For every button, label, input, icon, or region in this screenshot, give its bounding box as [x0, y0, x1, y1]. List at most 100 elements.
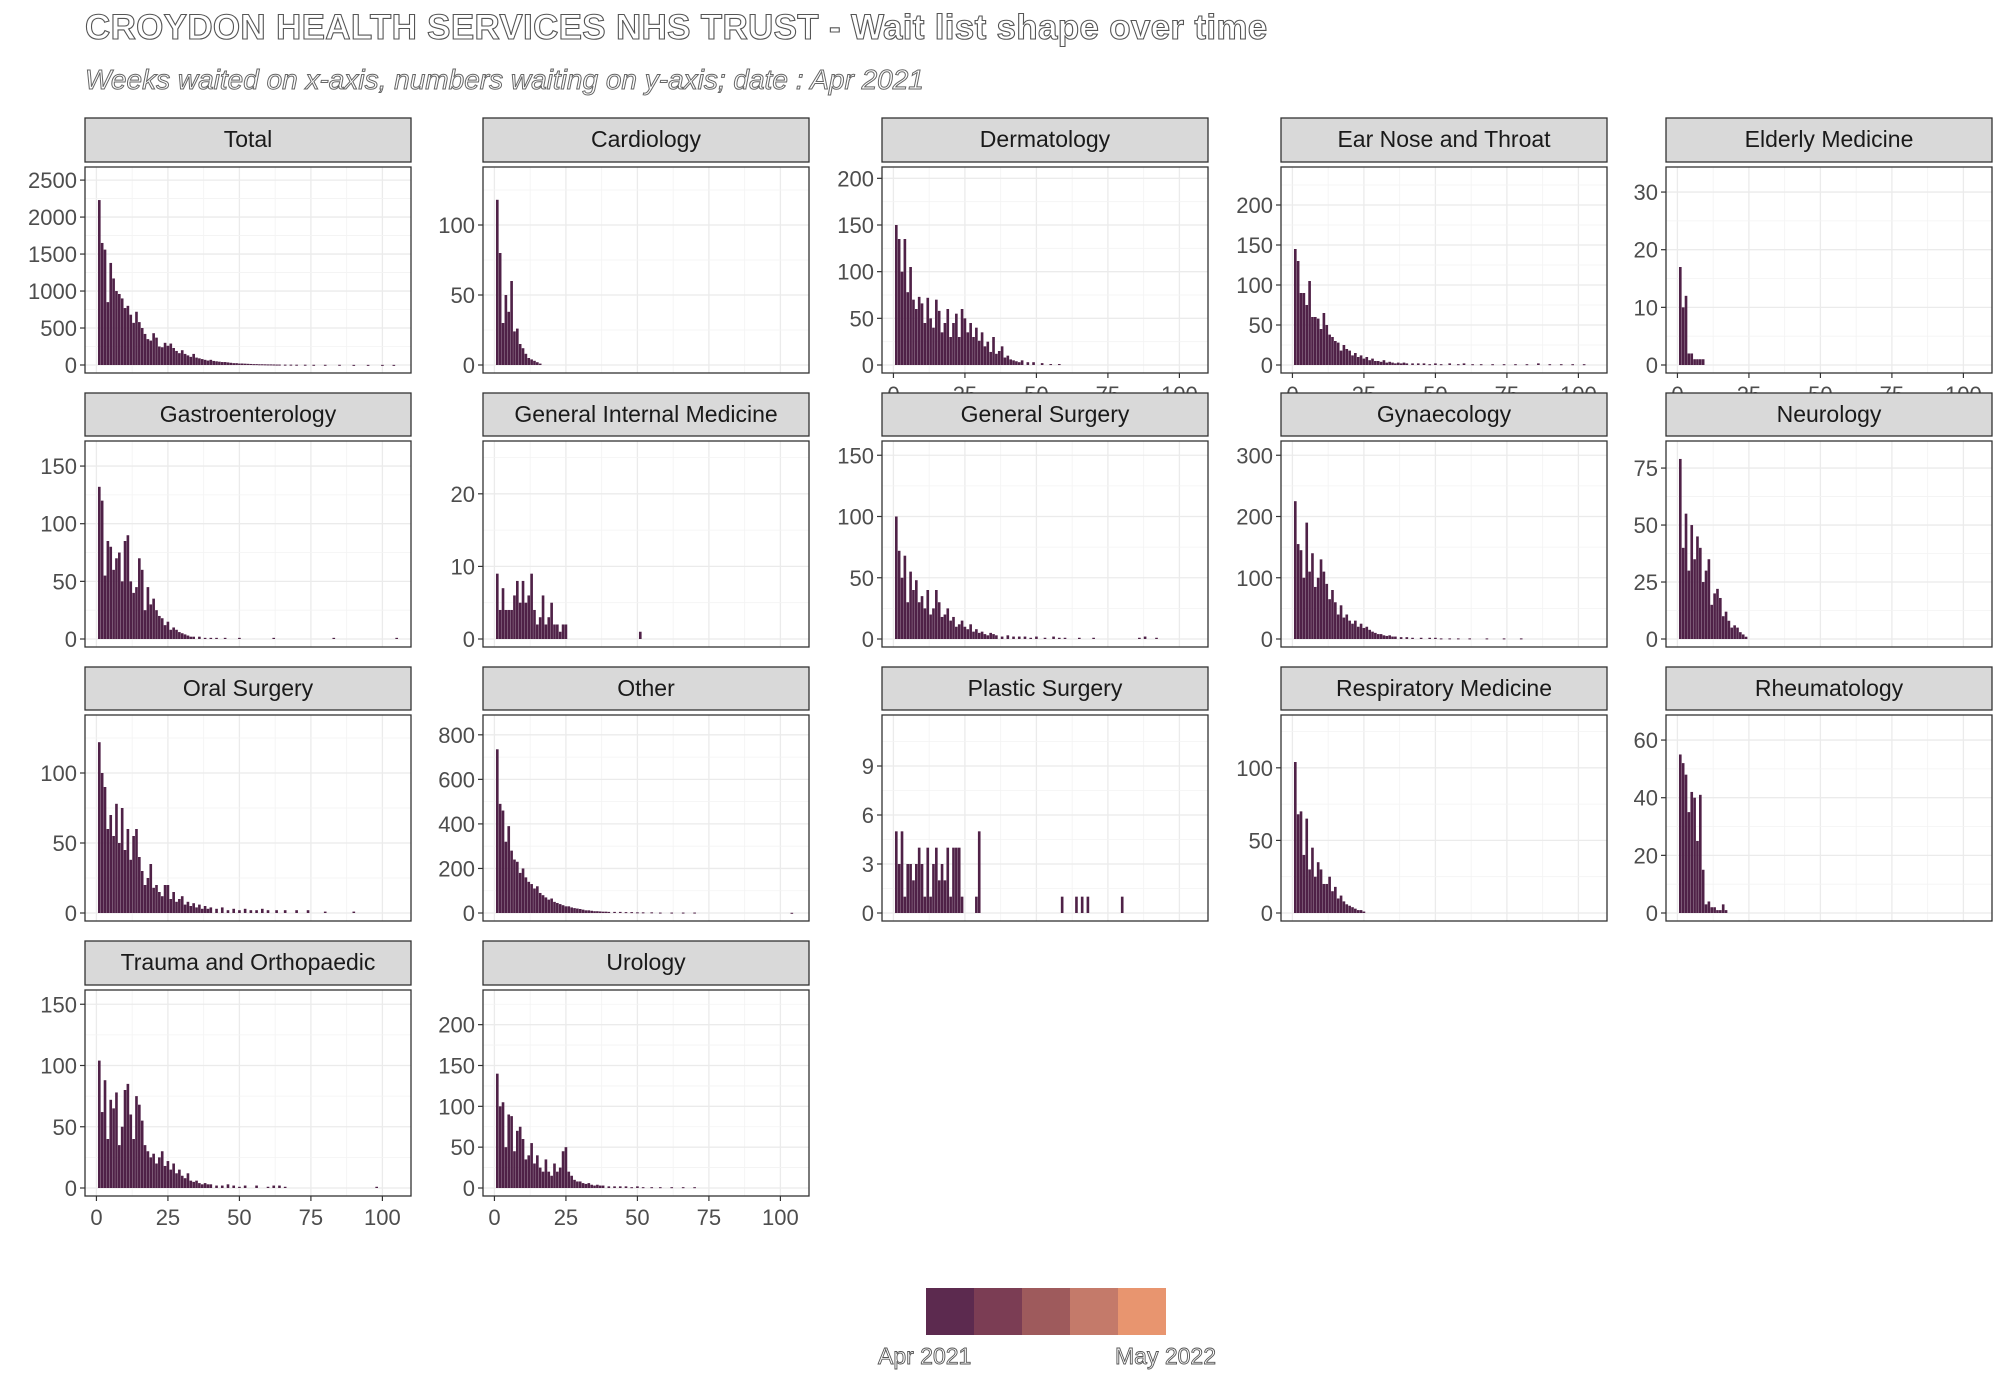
- bar: [223, 637, 227, 639]
- bar: [897, 239, 901, 365]
- bar: [220, 907, 224, 913]
- bar: [1311, 317, 1314, 365]
- bar: [112, 836, 115, 913]
- bar: [926, 590, 930, 639]
- bar: [138, 322, 141, 365]
- facet-strip: [482, 940, 810, 986]
- bar: [1502, 364, 1506, 366]
- panel-border: [1280, 714, 1608, 922]
- bar: [192, 903, 195, 913]
- bar: [272, 637, 276, 639]
- facet-panel: Total 0 500 1000 1500 2000 2500: [28, 117, 412, 378]
- bar: [275, 910, 278, 913]
- bar: [1693, 359, 1696, 365]
- bar: [909, 267, 912, 365]
- bar: [1684, 774, 1688, 913]
- facet-strip-label: Other: [617, 675, 675, 701]
- bar: [693, 912, 696, 914]
- bar: [513, 1151, 516, 1188]
- bar: [952, 847, 955, 913]
- bar: [206, 908, 210, 913]
- bar: [1325, 325, 1329, 365]
- bar: [229, 362, 233, 365]
- bar: [1456, 364, 1460, 366]
- bar: [118, 552, 121, 639]
- bar: [1331, 891, 1334, 913]
- bar: [1086, 896, 1090, 913]
- facet-strip: [482, 117, 810, 163]
- bar: [897, 550, 901, 639]
- bar: [573, 908, 576, 913]
- bar: [212, 360, 215, 365]
- bar: [1293, 762, 1297, 913]
- y-tick-label: 50: [451, 1135, 475, 1160]
- bar: [1057, 637, 1061, 639]
- bar: [209, 1184, 213, 1188]
- facet-panel: Rheumatology 0 20 40 60: [1634, 666, 1993, 926]
- bar: [163, 1165, 167, 1188]
- bar: [1032, 362, 1035, 365]
- bar: [263, 364, 267, 366]
- bar: [641, 912, 645, 914]
- bar: [909, 864, 912, 913]
- panel-border: [482, 714, 810, 922]
- bar: [498, 1106, 502, 1188]
- y-tick-label: 600: [438, 767, 475, 792]
- bar: [1693, 559, 1696, 639]
- bar: [507, 609, 511, 639]
- bar: [693, 1187, 696, 1189]
- bar: [513, 331, 516, 365]
- panel-border: [84, 714, 412, 922]
- bar: [1690, 353, 1694, 365]
- bar: [1012, 636, 1015, 639]
- bar: [1331, 590, 1334, 639]
- bar: [894, 225, 898, 365]
- bar: [1471, 364, 1474, 366]
- bar: [1719, 597, 1722, 639]
- facet-strip-label: Gynaecology: [1377, 401, 1512, 427]
- bar: [638, 631, 642, 639]
- bar: [521, 580, 525, 639]
- bar: [160, 1151, 164, 1188]
- facet-panel: Gynaecology 0 100 200 300: [1236, 392, 1608, 652]
- bar: [180, 1175, 184, 1188]
- bar: [650, 1187, 654, 1189]
- x-tick-label: 75: [697, 1205, 721, 1230]
- bar: [1063, 637, 1067, 639]
- bar: [1368, 629, 1371, 639]
- bar: [558, 904, 562, 913]
- bar: [123, 308, 127, 365]
- bar: [186, 1173, 190, 1188]
- bar: [1339, 895, 1343, 913]
- bar: [969, 323, 972, 365]
- bar: [169, 343, 173, 365]
- bar: [120, 298, 124, 365]
- facet-panel: Other 0 200 400 600 800: [438, 666, 810, 926]
- facet-strip-label: General Surgery: [961, 401, 1130, 427]
- bar: [146, 339, 150, 365]
- bar: [140, 328, 144, 365]
- bar: [178, 1169, 181, 1188]
- bar: [1736, 627, 1739, 639]
- y-tick-label: 100: [837, 260, 874, 285]
- panel-border: [1280, 166, 1608, 374]
- y-tick-label: 0: [1261, 901, 1273, 926]
- bar: [1396, 362, 1400, 365]
- bar: [1684, 513, 1688, 639]
- bar: [530, 1143, 533, 1188]
- bar: [636, 1186, 639, 1188]
- bar: [1690, 525, 1694, 639]
- legend-color-swatch: [1118, 1288, 1166, 1335]
- facet-strip-label: Trauma and Orthopaedic: [121, 949, 376, 975]
- bar: [338, 364, 341, 366]
- y-tick-label: 50: [53, 831, 77, 856]
- bar: [266, 1186, 270, 1188]
- bar: [1701, 582, 1705, 639]
- bar: [1744, 636, 1748, 639]
- bar: [97, 486, 101, 639]
- bar: [1721, 904, 1725, 913]
- bar: [929, 896, 932, 913]
- bar: [1707, 559, 1711, 639]
- bar: [115, 1092, 118, 1188]
